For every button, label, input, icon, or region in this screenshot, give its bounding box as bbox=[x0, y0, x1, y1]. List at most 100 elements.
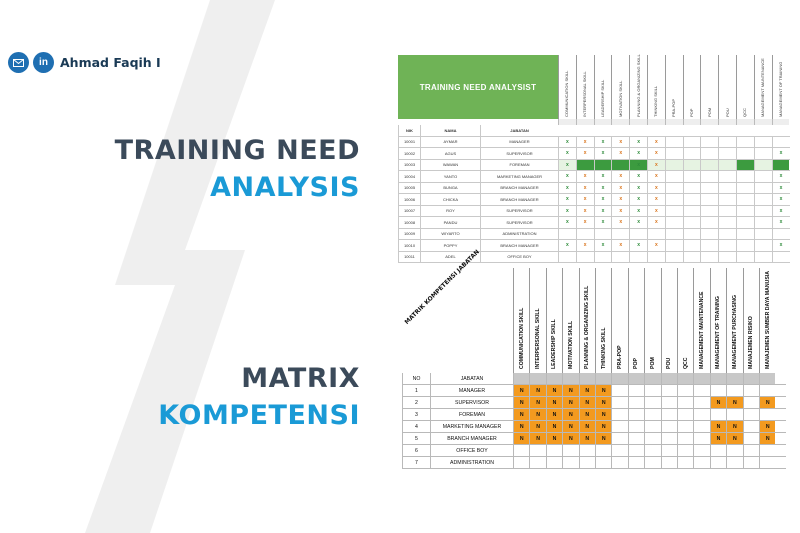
matrix-column-label: THINKING SKILL bbox=[600, 327, 607, 370]
matrix-header-blank bbox=[611, 373, 628, 384]
tna-mark-cell bbox=[629, 228, 647, 239]
matrix-column-label: POP bbox=[633, 358, 640, 369]
matrix-header-row: NO JABATAN bbox=[402, 373, 786, 385]
matrix-competency-cell: N bbox=[513, 433, 530, 444]
tna-mark-cell: x bbox=[593, 217, 612, 228]
tna-mark: x bbox=[583, 207, 587, 214]
matrix-competency-cell bbox=[726, 445, 742, 456]
tna-mark-cell: x bbox=[593, 182, 612, 193]
matrix-competency-cell: N bbox=[759, 421, 776, 432]
tna-mark-cell bbox=[664, 205, 683, 216]
tna-mark-cell bbox=[664, 194, 683, 205]
matrix-header-blank bbox=[562, 373, 579, 384]
mail-icon[interactable] bbox=[8, 52, 29, 73]
tna-mark-cell: x bbox=[575, 240, 594, 251]
matrix-competency-cell: N bbox=[578, 409, 595, 420]
tna-mark: x bbox=[583, 196, 587, 203]
matrix-competency-cell bbox=[644, 445, 660, 456]
matrix-competency-cell bbox=[660, 433, 677, 444]
matrix-column-label: PRA-POP bbox=[617, 345, 624, 369]
matrix-row: 7 ADMINISTRATION bbox=[402, 457, 786, 469]
matrix-competency-cell bbox=[660, 409, 677, 420]
matrix-competency-cell bbox=[759, 385, 775, 396]
tna-mark: x bbox=[655, 150, 658, 157]
tna-subheader-cell bbox=[611, 119, 630, 125]
tna-mark-cell bbox=[753, 136, 772, 147]
tna-mark-cell: x bbox=[593, 148, 612, 159]
tna-title: TRAINING NEED ANALYSIST bbox=[398, 55, 558, 119]
tna-mark-cell bbox=[593, 251, 612, 262]
matrix-competency-cell bbox=[677, 397, 693, 408]
tna-cell-nama: AYMAR bbox=[420, 136, 480, 147]
tna-mark: x bbox=[637, 242, 640, 249]
tna-mark: x bbox=[619, 196, 623, 203]
tna-mark: x bbox=[779, 242, 783, 249]
matrix-column-label: MANAGEMENT MAINTENANCE bbox=[699, 291, 706, 369]
tna-row: 10011 ADEL OFFICE BOY bbox=[398, 251, 790, 263]
tna-mark-cell bbox=[664, 217, 683, 228]
matrix-column-header: QCC bbox=[677, 268, 693, 373]
tna-mark: x bbox=[601, 173, 605, 180]
matrix-competency-cell: N bbox=[562, 433, 579, 444]
tna-mark-cell bbox=[736, 171, 754, 182]
matrix-competency-cell bbox=[611, 433, 627, 444]
tna-mark-cell bbox=[700, 205, 718, 216]
tna-mark: x bbox=[566, 242, 569, 249]
matrix-competency-cell bbox=[742, 445, 759, 456]
matrix-header-cell: NO bbox=[402, 373, 430, 384]
matrix-competency-cell bbox=[578, 445, 595, 456]
matrix-competency-cell: N bbox=[759, 433, 776, 444]
tna-mark-cell bbox=[682, 136, 701, 147]
matrix-header-blank bbox=[693, 373, 710, 384]
tna-mark: x bbox=[779, 150, 783, 157]
tna-mark-cell: x bbox=[611, 182, 629, 193]
matrix-competency-cell bbox=[578, 457, 595, 468]
tna-mark-cell bbox=[753, 148, 772, 159]
matrix-competency-cell bbox=[660, 457, 677, 468]
matrix-competency-cell bbox=[709, 457, 726, 468]
matrix-competency-cell: N bbox=[578, 385, 595, 396]
matrix-competency-cell: N bbox=[759, 397, 776, 408]
matrix-competency-cell bbox=[693, 457, 709, 468]
tna-cell-jabatan: ADMINISTRATION bbox=[480, 228, 558, 239]
matrix-header-cell: JABATAN bbox=[430, 373, 513, 384]
tna-mark-cell: x bbox=[558, 171, 576, 182]
tna-row: 10010 POPPY BRANCH MANAGER x x x x x x x bbox=[398, 240, 790, 252]
matrix-competency-cell bbox=[677, 385, 693, 396]
tna-header-cell: JABATAN bbox=[480, 125, 558, 136]
tna-mark-cell: x bbox=[558, 217, 576, 228]
competency-matrix-table: MATRIK KOMPETENSI JABATAN COMMUNICATION … bbox=[402, 249, 786, 474]
tna-column-header: INTERPERSONAL SKILL bbox=[575, 55, 594, 119]
tna-mark: x bbox=[619, 138, 623, 145]
tna-cell-jabatan: BRANCH MANAGER bbox=[480, 182, 558, 193]
matrix-competency-cell: N bbox=[595, 421, 612, 432]
tna-mark-cell bbox=[647, 228, 665, 239]
matrix-competency-cell bbox=[595, 445, 611, 456]
matrix-competency-cell: N bbox=[578, 433, 595, 444]
matrix-competency-cell: N bbox=[726, 397, 743, 408]
matrix-competency-cell: N bbox=[545, 385, 563, 396]
tna-mark-cell bbox=[700, 148, 718, 159]
tna-column-label: COMMUNICATION SKILL bbox=[564, 70, 570, 117]
tna-cell-nik: 10003 bbox=[398, 159, 420, 170]
tna-subheader-cell bbox=[718, 119, 736, 125]
tna-column-header: MANAGEMENT OF TRAINING bbox=[771, 55, 790, 119]
tna-mark: x bbox=[583, 173, 587, 180]
tna-mark-cell bbox=[753, 217, 772, 228]
tna-row: 10007 ROY SUPERVISOR x x x x x x x bbox=[398, 205, 790, 217]
tna-mark-cell: x bbox=[629, 205, 647, 216]
tna-mark-cell bbox=[736, 251, 754, 262]
tna-mark-cell bbox=[753, 194, 772, 205]
tna-subheader-cell bbox=[593, 119, 612, 125]
tna-cell-jabatan: SUPERVISOR bbox=[480, 217, 558, 228]
matrix-competency-cell bbox=[677, 457, 693, 468]
tna-heading: TRAINING NEED ANALYSIS bbox=[115, 132, 360, 206]
tna-cell-nama: YANTO bbox=[420, 171, 480, 182]
matrix-column-header: MANAJEMEN SUMBER DAYA MANUSIA bbox=[759, 268, 775, 373]
tna-cell-jabatan: MANAGER bbox=[480, 136, 558, 147]
matrix-cell-no: 6 bbox=[402, 445, 430, 456]
matrix-competency-cell bbox=[742, 397, 759, 408]
tna-mark: x bbox=[583, 150, 587, 157]
tna-mark-cell: x bbox=[771, 240, 790, 251]
linkedin-icon[interactable]: in bbox=[33, 52, 54, 73]
